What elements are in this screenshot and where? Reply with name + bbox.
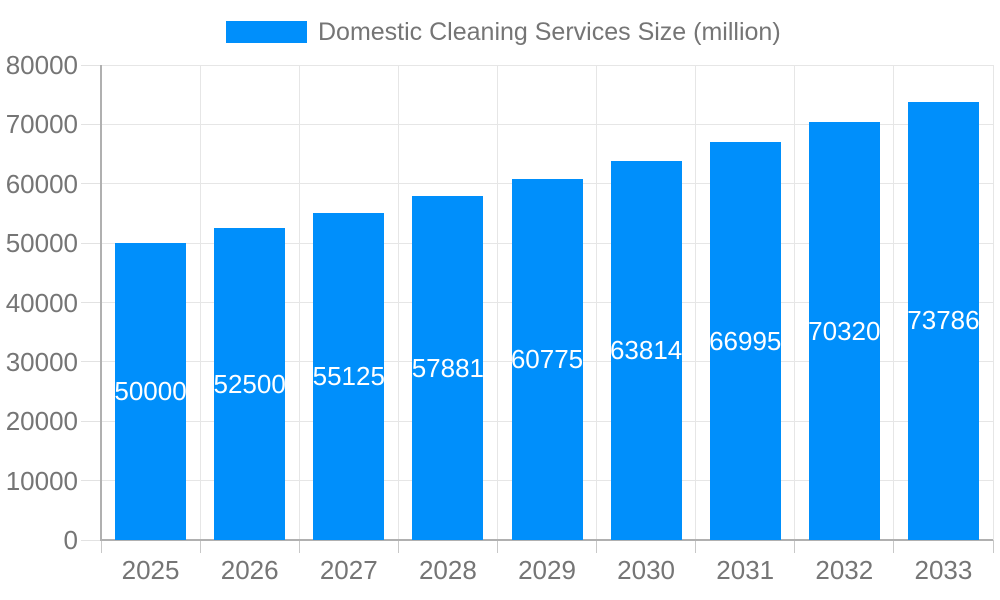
y-axis-tick	[81, 183, 101, 185]
x-axis-category-label: 2029	[518, 555, 576, 585]
bar: 52500	[213, 228, 286, 540]
y-axis-tick	[81, 420, 101, 422]
bar-value-label: 57881	[411, 352, 485, 383]
y-axis-tick	[81, 361, 101, 363]
gridline-vertical	[695, 65, 697, 540]
gridline-vertical	[199, 65, 201, 540]
x-axis-category-label: 2033	[914, 555, 973, 585]
y-axis-tick-label: 50000	[5, 228, 78, 259]
x-axis-category-label: 2027	[319, 555, 378, 585]
y-axis-tick-label: 0	[63, 525, 78, 555]
x-axis-category-label: 2026	[220, 555, 279, 585]
bar-value-label: 50000	[114, 376, 187, 407]
y-axis-tick-label: 30000	[5, 346, 78, 377]
gridline-vertical	[992, 65, 994, 540]
x-axis-tick	[992, 540, 994, 553]
x-axis-tick	[596, 540, 598, 553]
x-axis-tick	[397, 540, 399, 553]
y-axis-line	[100, 65, 102, 540]
bar-value-label: 73786	[907, 305, 980, 336]
legend-swatch-icon	[226, 21, 307, 43]
x-axis-category-label: 2030	[617, 555, 676, 585]
bar-value-label: 52500	[213, 368, 286, 399]
bar: 50000	[114, 243, 187, 540]
x-axis-category-label: 2032	[815, 555, 874, 585]
x-axis-category-label: 2028	[418, 555, 477, 585]
bar: 63814	[609, 161, 683, 540]
x-axis-tick	[100, 540, 102, 553]
gridline-vertical	[893, 65, 895, 540]
bar-value-label: 70320	[808, 315, 881, 346]
x-axis-tick	[893, 540, 895, 553]
bar: 55125	[312, 212, 385, 540]
y-axis-tick	[81, 480, 101, 482]
gridline-vertical	[794, 65, 796, 540]
y-axis-tick-label: 40000	[5, 287, 78, 318]
y-axis-tick-label: 60000	[5, 168, 78, 199]
bar: 66995	[709, 142, 782, 540]
x-axis-tick	[695, 540, 697, 553]
x-axis-tick	[199, 540, 201, 553]
x-axis-category-label: 2031	[716, 555, 775, 585]
bar: 70320	[808, 122, 881, 540]
bar-value-label: 60775	[510, 344, 584, 375]
y-axis-tick-label: 10000	[5, 465, 78, 496]
y-axis-tick	[81, 539, 101, 541]
x-axis-line	[100, 539, 993, 541]
x-axis-tick	[496, 540, 498, 553]
x-axis-tick	[794, 540, 796, 553]
bar: 73786	[907, 101, 980, 540]
gridline-vertical	[397, 65, 399, 540]
y-axis-tick	[81, 242, 101, 244]
gridline-vertical	[298, 65, 300, 540]
y-axis-tick-label: 70000	[5, 109, 78, 140]
bar: 57881	[411, 196, 485, 540]
y-axis-tick	[81, 123, 101, 125]
bar-value-label: 55125	[312, 360, 385, 391]
gridline-horizontal	[101, 123, 993, 125]
y-axis-tick-label: 80000	[5, 50, 78, 80]
x-axis-category-label: 2025	[121, 555, 180, 585]
gridline-vertical	[596, 65, 598, 540]
gridline-horizontal	[101, 64, 993, 66]
bar-value-label: 66995	[709, 325, 782, 356]
bar-value-label: 63814	[609, 335, 683, 366]
chart-legend[interactable]: Domestic Cleaning Services Size (million…	[226, 19, 781, 45]
y-axis-tick	[81, 302, 101, 303]
bar: 60775	[510, 179, 584, 540]
gridline-vertical	[496, 65, 498, 540]
legend-label: Domestic Cleaning Services Size (million…	[318, 18, 781, 46]
y-axis-tick-label: 20000	[5, 406, 78, 437]
x-axis-tick	[298, 540, 300, 553]
y-axis-tick	[81, 64, 101, 66]
